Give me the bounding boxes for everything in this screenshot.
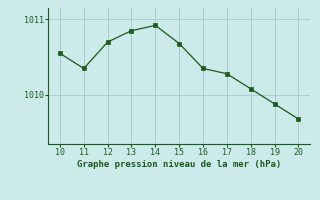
X-axis label: Graphe pression niveau de la mer (hPa): Graphe pression niveau de la mer (hPa): [77, 160, 281, 169]
